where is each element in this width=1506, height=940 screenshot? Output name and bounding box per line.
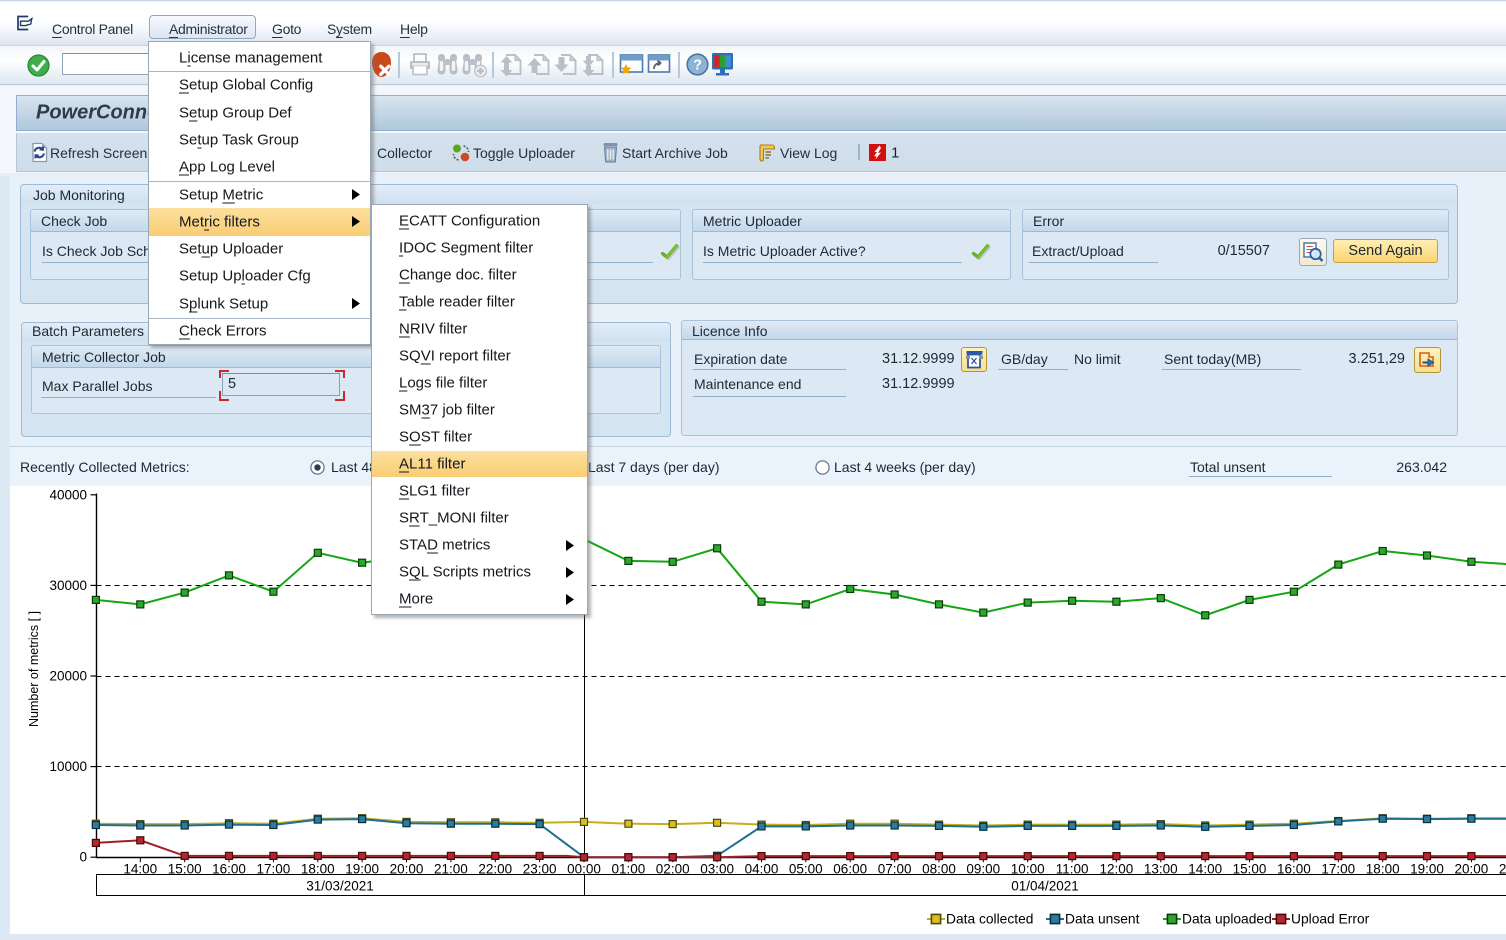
svg-text:23:00: 23:00	[523, 862, 557, 877]
svg-text:?: ?	[693, 58, 702, 74]
svg-text:22:00: 22:00	[478, 862, 512, 877]
svg-text:0: 0	[79, 850, 87, 865]
svg-text:30000: 30000	[49, 578, 87, 593]
svg-text:18:00: 18:00	[1366, 862, 1400, 877]
svg-text:Number of metrics [ ]: Number of metrics [ ]	[27, 611, 41, 727]
svg-text:Data uploaded: Data uploaded	[1182, 912, 1272, 927]
svg-text:03:00: 03:00	[700, 862, 734, 877]
svg-text:17:00: 17:00	[1321, 862, 1355, 877]
svg-text:20:00: 20:00	[390, 862, 424, 877]
svg-text:05:00: 05:00	[789, 862, 823, 877]
svg-text:11:00: 11:00	[1056, 862, 1089, 877]
svg-text:20000: 20000	[49, 669, 87, 684]
svg-text:13:00: 13:00	[1144, 862, 1178, 877]
svg-text:16:00: 16:00	[1277, 862, 1311, 877]
svg-text:17:00: 17:00	[257, 862, 291, 877]
svg-text:06:00: 06:00	[833, 862, 867, 877]
svg-text:15:00: 15:00	[1233, 862, 1267, 877]
svg-text:15:00: 15:00	[168, 862, 202, 877]
svg-text:04:00: 04:00	[745, 862, 779, 877]
svg-text:Upload Error: Upload Error	[1291, 912, 1370, 927]
svg-text:02:00: 02:00	[656, 862, 690, 877]
svg-text:20:00: 20:00	[1455, 862, 1489, 877]
svg-text:16:00: 16:00	[212, 862, 246, 877]
svg-text:40000: 40000	[49, 487, 87, 502]
svg-text:Data unsent: Data unsent	[1065, 912, 1140, 927]
svg-text:09:00: 09:00	[966, 862, 1000, 877]
svg-text:Data collected: Data collected	[946, 912, 1033, 927]
svg-text:14:00: 14:00	[123, 862, 157, 877]
svg-text:12:00: 12:00	[1100, 862, 1134, 877]
svg-text:10:00: 10:00	[1011, 862, 1045, 877]
svg-text:18:00: 18:00	[301, 862, 335, 877]
svg-text:31/03/2021: 31/03/2021	[306, 879, 374, 894]
svg-text:14:00: 14:00	[1188, 862, 1222, 877]
svg-text:08:00: 08:00	[922, 862, 956, 877]
svg-text:01/04/2021: 01/04/2021	[1011, 879, 1079, 894]
svg-text:19:00: 19:00	[345, 862, 379, 877]
svg-text:00:00: 00:00	[567, 862, 601, 877]
svg-text:21:00: 21:00	[1499, 862, 1506, 877]
svg-text:07:00: 07:00	[878, 862, 912, 877]
svg-text:10000: 10000	[49, 759, 87, 774]
svg-text:01:00: 01:00	[612, 862, 646, 877]
svg-text:19:00: 19:00	[1410, 862, 1444, 877]
svg-text:21:00: 21:00	[434, 862, 468, 877]
